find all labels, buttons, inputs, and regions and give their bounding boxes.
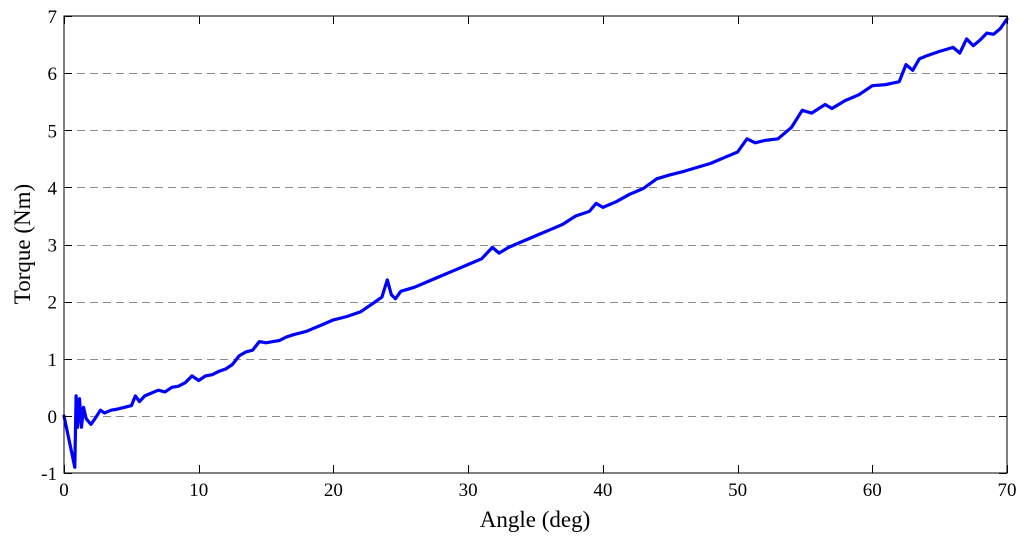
y-tick-label-4: 3 xyxy=(48,236,58,257)
y-tick-label-2: 1 xyxy=(48,350,58,371)
x-tick-label-3: 30 xyxy=(459,480,478,501)
y-tick-label-8: 7 xyxy=(48,7,58,28)
series-layer xyxy=(62,17,1009,469)
y-tick-labels: -1 0 1 2 3 4 5 6 7 xyxy=(41,7,57,485)
y-tick-label-0: -1 xyxy=(41,464,57,485)
plot-background xyxy=(64,16,1007,473)
y-tick-label-5: 4 xyxy=(48,178,58,199)
x-tick-label-2: 20 xyxy=(324,480,343,501)
series-line-0 xyxy=(62,17,1009,469)
grid-lines xyxy=(64,73,1007,417)
y-tick-label-6: 5 xyxy=(48,121,58,142)
y-tick-label-7: 6 xyxy=(48,64,58,85)
x-tick-label-4: 40 xyxy=(593,480,612,501)
x-tick-labels: 0 10 20 30 40 50 60 70 xyxy=(59,480,1016,501)
x-tick-label-0: 0 xyxy=(59,480,69,501)
y-axis-label: Torque (Nm) xyxy=(10,184,35,304)
x-tick-label-1: 10 xyxy=(189,480,208,501)
x-axis-label: Angle (deg) xyxy=(480,507,591,532)
x-tick-label-7: 70 xyxy=(998,480,1017,501)
x-tick-label-6: 60 xyxy=(863,480,882,501)
y-tick-label-1: 0 xyxy=(48,407,58,428)
tick-marks xyxy=(64,16,1008,474)
plot-frame xyxy=(63,15,1008,474)
y-tick-label-3: 2 xyxy=(48,293,58,314)
x-tick-label-5: 50 xyxy=(728,480,747,501)
